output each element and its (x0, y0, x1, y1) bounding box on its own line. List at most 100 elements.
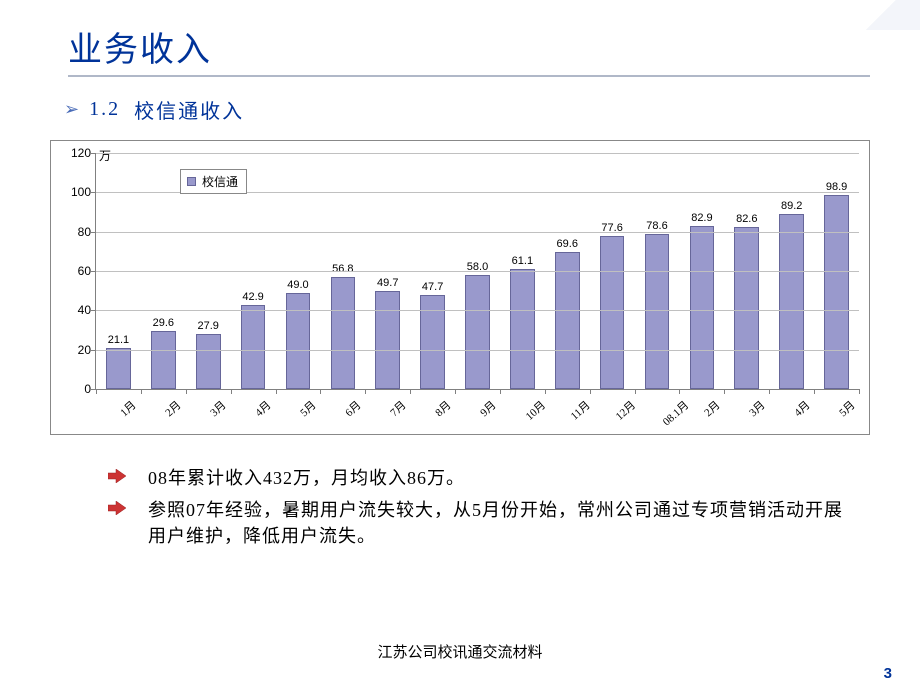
y-tick-label: 80 (78, 225, 91, 239)
y-tick (91, 350, 96, 351)
x-tick (859, 389, 860, 394)
y-tick-label: 60 (78, 264, 91, 278)
legend: 校信通 (180, 169, 247, 194)
x-tick (96, 389, 97, 394)
y-tick (91, 153, 96, 154)
bar (555, 252, 580, 389)
gridline (96, 232, 859, 233)
bullet-item: 08年累计收入432万，月均收入86万。 (108, 465, 850, 491)
bar (331, 277, 356, 389)
bar-value-label: 21.1 (108, 334, 129, 346)
bar (465, 275, 490, 389)
bar-value-label: 82.9 (691, 212, 712, 224)
x-tick (276, 389, 277, 394)
bar (106, 348, 131, 389)
y-tick-label: 100 (71, 185, 91, 199)
y-tick (91, 271, 96, 272)
bar-value-label: 69.6 (557, 238, 578, 250)
x-axis-label: 3月 (745, 397, 768, 420)
bar (824, 195, 849, 390)
x-tick (679, 389, 680, 394)
x-tick (500, 389, 501, 394)
chart-container: 万 21.129.627.942.949.056.849.747.758.061… (50, 140, 870, 435)
bullet-text: 08年累计收入432万，月均收入86万。 (148, 465, 465, 491)
bar-value-label: 98.9 (826, 181, 847, 193)
x-tick (545, 389, 546, 394)
bar-value-label: 49.0 (287, 279, 308, 291)
x-axis-label: 7月 (386, 397, 409, 420)
gridline (96, 153, 859, 154)
bar (645, 234, 670, 389)
gridline (96, 271, 859, 272)
page-title: 业务收入 (0, 0, 920, 75)
x-axis-label: 08.1月 (659, 397, 692, 429)
x-tick (814, 389, 815, 394)
page-number: 3 (884, 665, 892, 682)
bar-value-label: 27.9 (197, 320, 218, 332)
x-axis-label: 1月 (117, 397, 140, 420)
x-axis-label: 11月 (567, 397, 594, 423)
bar-value-label: 49.7 (377, 277, 398, 289)
bar (196, 334, 221, 389)
footer-text: 江苏公司校讯通交流材料 (0, 641, 920, 662)
bar (420, 295, 445, 389)
bar (734, 227, 759, 389)
legend-swatch-icon (187, 177, 196, 186)
legend-label: 校信通 (202, 173, 238, 190)
x-tick (724, 389, 725, 394)
y-tick-label: 40 (78, 303, 91, 317)
bar-value-label: 47.7 (422, 281, 443, 293)
y-tick-label: 0 (84, 382, 91, 396)
x-axis-label: 2月 (162, 397, 185, 420)
x-tick (635, 389, 636, 394)
x-tick (455, 389, 456, 394)
subtitle-number: 1.2 (89, 98, 120, 121)
bar-value-label: 56.8 (332, 263, 353, 275)
x-axis-label: 3月 (206, 397, 229, 420)
bar (600, 236, 625, 389)
gridline (96, 350, 859, 351)
bar (286, 293, 311, 389)
bullet-list: 08年累计收入432万，月均收入86万。 参照07年经验，暑期用户流失较大，从5… (108, 465, 850, 549)
y-tick-label: 120 (71, 146, 91, 160)
y-tick (91, 232, 96, 233)
x-axis-label: 5月 (296, 397, 319, 420)
bar (241, 305, 266, 389)
bar-value-label: 61.1 (512, 255, 533, 267)
bullet-text: 参照07年经验，暑期用户流失较大，从5月份开始，常州公司通过专项营销活动开展用户… (148, 497, 850, 549)
x-tick (320, 389, 321, 394)
bar-value-label: 29.6 (153, 317, 174, 329)
bar (779, 214, 804, 389)
x-tick (141, 389, 142, 394)
bar (690, 226, 715, 389)
x-tick (231, 389, 232, 394)
gridline (96, 310, 859, 311)
x-tick (186, 389, 187, 394)
x-tick (410, 389, 411, 394)
subtitle-row: ➢ 1.2 校信通收入 (0, 77, 920, 134)
x-axis-label: 4月 (790, 397, 813, 420)
triangle-bullet-icon: ➢ (64, 99, 79, 120)
x-axis-label: 9月 (476, 397, 499, 420)
bar (510, 269, 535, 389)
x-axis-label: 12月 (612, 397, 639, 424)
x-axis-label: 8月 (431, 397, 454, 420)
arrow-icon (108, 501, 126, 515)
y-tick (91, 310, 96, 311)
bar-value-label: 82.6 (736, 213, 757, 225)
x-tick (590, 389, 591, 394)
bar (375, 291, 400, 389)
bar (151, 331, 176, 389)
bar-value-label: 42.9 (242, 291, 263, 303)
bar-value-label: 89.2 (781, 200, 802, 212)
chart-inner: 万 21.129.627.942.949.056.849.747.758.061… (55, 147, 865, 430)
x-tick (769, 389, 770, 394)
corner-decoration (830, 0, 920, 30)
x-axis-label: 10月 (522, 397, 549, 424)
bar-value-label: 78.6 (646, 220, 667, 232)
subtitle-text: 校信通收入 (134, 95, 244, 124)
bullet-item: 参照07年经验，暑期用户流失较大，从5月份开始，常州公司通过专项营销活动开展用户… (108, 497, 850, 549)
y-tick-label: 20 (78, 343, 91, 357)
arrow-icon (108, 469, 126, 483)
y-tick (91, 192, 96, 193)
